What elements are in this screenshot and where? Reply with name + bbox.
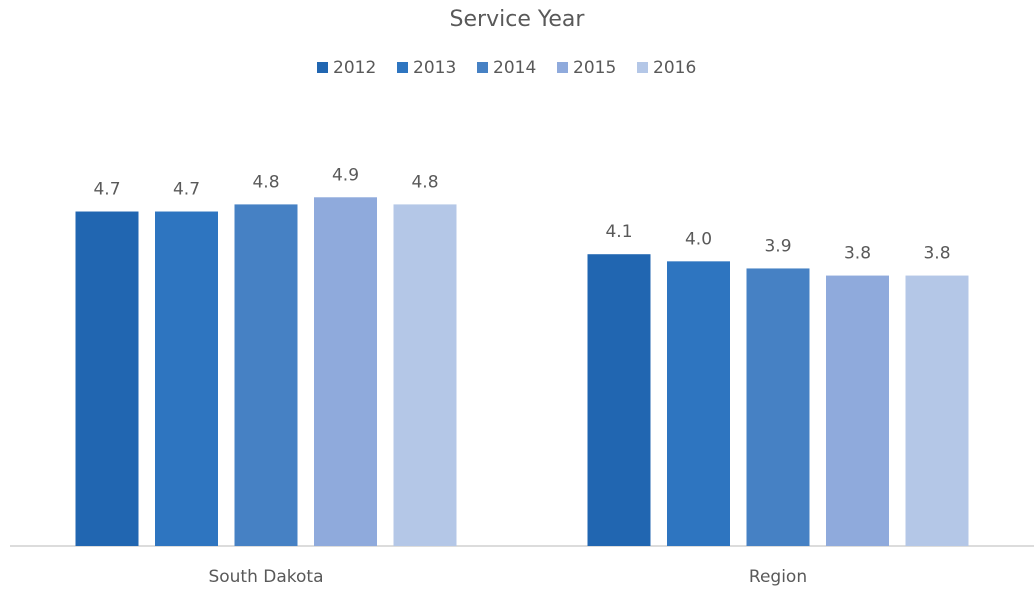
data-label: 4.9 (332, 165, 359, 185)
data-label: 4.1 (605, 222, 632, 242)
bar (905, 275, 969, 546)
bar (75, 211, 139, 546)
data-label: 3.9 (764, 236, 791, 256)
legend-swatch (397, 62, 408, 73)
data-label: 4.8 (411, 172, 438, 192)
chart-title: Service Year (450, 7, 586, 32)
legend-swatch (637, 62, 648, 73)
legend-label: 2016 (653, 58, 696, 78)
legend-label: 2014 (493, 58, 536, 78)
data-label: 4.7 (173, 180, 200, 200)
bar (826, 275, 889, 546)
bar (393, 204, 457, 546)
x-tick-label: South Dakota (208, 567, 323, 587)
bar (667, 261, 730, 546)
data-label: 3.8 (844, 244, 871, 264)
bar (746, 268, 810, 546)
legend-label: 2015 (573, 58, 616, 78)
legend-swatch (477, 62, 488, 73)
bar (155, 211, 218, 546)
legend-label: 2013 (413, 58, 456, 78)
data-label: 4.8 (252, 172, 279, 192)
bar (587, 254, 651, 546)
legend-swatch (557, 62, 568, 73)
legend-swatch (317, 62, 328, 73)
x-tick-label: Region (749, 567, 807, 587)
legend-label: 2012 (333, 58, 376, 78)
data-label: 4.7 (93, 180, 120, 200)
bar (234, 204, 298, 546)
data-label: 3.8 (923, 244, 950, 264)
bar (314, 197, 377, 547)
data-label: 4.0 (685, 229, 712, 249)
